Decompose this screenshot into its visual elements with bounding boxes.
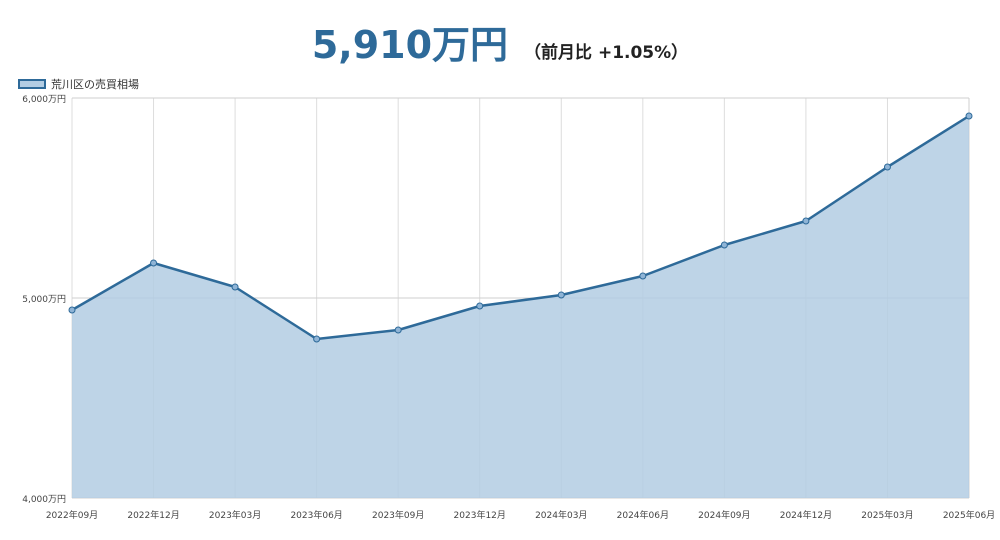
x-tick-label: 2024年12月 <box>780 509 832 521</box>
legend-label: 荒川区の売買相場 <box>51 78 139 91</box>
x-tick-label: 2024年03月 <box>535 509 587 521</box>
series-area <box>72 116 969 498</box>
data-point <box>557 291 565 299</box>
x-tick-label: 2022年09月 <box>46 509 98 521</box>
data-point <box>68 306 76 314</box>
chart-legend[interactable]: 荒川区の売買相場 <box>18 76 139 92</box>
data-point <box>965 112 973 120</box>
data-point <box>150 259 158 267</box>
x-tick-label: 2025年06月 <box>943 509 995 521</box>
legend-swatch <box>18 79 46 89</box>
y-tick-label: 6,000万円 <box>22 94 66 105</box>
x-tick-label: 2023年06月 <box>290 509 342 521</box>
y-tick-label: 5,000万円 <box>22 294 66 305</box>
x-tick-label: 2025年03月 <box>861 509 913 521</box>
data-point <box>720 241 728 249</box>
y-tick-label: 4,000万円 <box>22 494 66 505</box>
x-tick-label: 2023年09月 <box>372 509 424 521</box>
x-tick-label: 2024年06月 <box>617 509 669 521</box>
data-point <box>231 283 239 291</box>
x-tick-label: 2023年12月 <box>454 509 506 521</box>
data-point <box>802 217 810 225</box>
x-tick-label: 2023年03月 <box>209 509 261 521</box>
data-point <box>394 326 402 334</box>
current-price: 5,910万円 <box>311 23 509 67</box>
headline: 5,910万円 （前月比 +1.05%） <box>0 14 1000 69</box>
month-over-month-change: （前月比 +1.05%） <box>524 43 689 63</box>
series-line <box>71 114 970 341</box>
x-tick-label: 2022年12月 <box>127 509 179 521</box>
x-tick-label: 2024年09月 <box>698 509 750 521</box>
data-point <box>476 302 484 310</box>
data-point <box>639 272 647 280</box>
data-point <box>313 335 321 343</box>
data-point <box>883 163 891 171</box>
